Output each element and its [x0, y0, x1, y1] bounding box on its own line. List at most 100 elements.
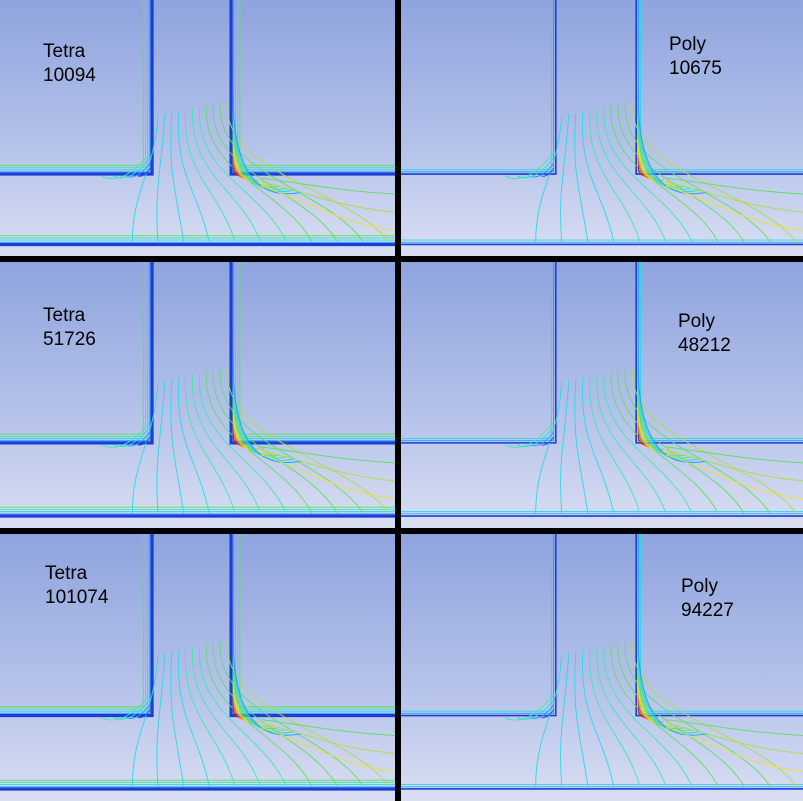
- mesh-type: Poly: [678, 311, 715, 332]
- corner-contour: [232, 363, 302, 463]
- mesh-label: Poly 10675: [669, 33, 722, 81]
- flow-contour: [212, 371, 339, 515]
- mesh-label: Tetra 51726: [43, 304, 96, 352]
- flow-contour: [617, 643, 745, 788]
- downstream-contour: [261, 177, 395, 195]
- flow-contour: [177, 650, 210, 788]
- corner-contour: [137, 167, 151, 177]
- panel-poly-48212: Poly 48212: [401, 262, 803, 528]
- panel-poly-94227: Poly 94227: [401, 534, 803, 801]
- flow-contour: [219, 103, 365, 243]
- cell-count: 51726: [43, 329, 96, 350]
- corner-contour: [541, 709, 555, 719]
- channel-wall: [401, 534, 557, 717]
- flow-contour: [177, 377, 210, 515]
- corner-contour: [232, 121, 281, 188]
- channel-wall: [229, 0, 395, 176]
- flow-contour: [624, 642, 772, 788]
- flow-contour: [631, 368, 798, 515]
- flow-contour: [226, 102, 390, 243]
- downstream-contour: [260, 185, 395, 231]
- corner-contour: [113, 157, 151, 179]
- wall-contour: [637, 0, 803, 173]
- downstream-contour: [260, 723, 395, 755]
- channel-wall: [229, 262, 395, 445]
- panel-tetra-101074: Tetra 101074: [0, 534, 395, 801]
- downstream-contour: [260, 727, 395, 773]
- flow-contour: [603, 646, 693, 788]
- mesh-type: Poly: [669, 34, 706, 55]
- downstream-contour: [666, 446, 803, 464]
- wall-contour: [0, 0, 146, 168]
- flow-contour: [560, 380, 570, 515]
- channel-wall: [229, 534, 395, 718]
- contour-plot: [401, 262, 803, 517]
- cell-count: 10675: [669, 58, 722, 79]
- flow-contour: [617, 104, 745, 243]
- flow-contour: [631, 640, 798, 788]
- flow-contour: [624, 103, 772, 243]
- corner-contour: [637, 653, 693, 732]
- channel-wall: [0, 534, 154, 718]
- downstream-contour: [666, 181, 803, 213]
- corner-contour: [505, 694, 555, 721]
- flow-contour: [603, 107, 693, 243]
- corner-contour: [232, 381, 288, 459]
- wall-contour: [0, 262, 151, 442]
- flow-contour: [199, 646, 288, 788]
- corner-contour: [232, 662, 281, 730]
- contour-plot: [0, 534, 395, 791]
- corner-contour: [541, 436, 555, 446]
- corner-contour: [637, 390, 686, 457]
- corner-contour: [232, 372, 295, 461]
- corner-contour: [232, 645, 295, 734]
- wall-contour: [232, 262, 395, 442]
- downstream-contour: [666, 727, 803, 773]
- mesh-type: Poly: [681, 576, 718, 597]
- wall-contour: [232, 0, 395, 173]
- cell-count: 48212: [678, 335, 731, 356]
- corner-contour: [637, 398, 679, 455]
- flow-contour: [574, 112, 589, 243]
- corner-contour: [113, 426, 151, 448]
- contour-plot: [401, 0, 803, 246]
- corner-contour: [232, 138, 266, 184]
- flow-contour: [589, 648, 641, 788]
- wall-contour: [401, 0, 555, 173]
- corner-contour: [101, 152, 151, 180]
- corner-contour: [637, 662, 686, 730]
- corner-contour: [505, 152, 555, 180]
- flow-contour: [131, 381, 159, 515]
- flow-contour: [535, 654, 563, 787]
- flow-contour: [624, 369, 772, 515]
- mesh-label: Tetra 101074: [45, 562, 108, 610]
- mesh-label: Poly 94227: [681, 575, 734, 623]
- channel-wall: [635, 534, 803, 717]
- mesh-label: Tetra 10094: [43, 40, 96, 88]
- flow-contour: [560, 113, 570, 243]
- mesh-type: Tetra: [43, 305, 86, 326]
- downstream-contour: [260, 450, 395, 482]
- corner-contour: [232, 103, 295, 192]
- wall-contour: [401, 534, 555, 714]
- corner-contour: [637, 103, 700, 192]
- panel-tetra-10094: Tetra 10094: [0, 0, 395, 256]
- corner-contour: [637, 121, 686, 188]
- flow-contour: [199, 373, 288, 515]
- flow-contour: [603, 373, 693, 515]
- contour-plot: [401, 534, 803, 790]
- corner-contour: [637, 363, 708, 463]
- channel-wall: [0, 0, 154, 176]
- wall-contour: [637, 534, 803, 714]
- wall-contour: [239, 534, 395, 708]
- downstream-contour: [666, 450, 803, 482]
- flow-contour: [131, 115, 159, 243]
- flow-contour: [212, 104, 339, 243]
- corner-contour: [101, 694, 151, 721]
- flow-contour: [589, 110, 641, 243]
- contour-plot: [0, 262, 395, 518]
- wall-contour: [237, 262, 395, 437]
- flow-contour: [560, 652, 570, 788]
- mesh-type: Tetra: [43, 41, 86, 62]
- mesh-type: Tetra: [45, 563, 88, 584]
